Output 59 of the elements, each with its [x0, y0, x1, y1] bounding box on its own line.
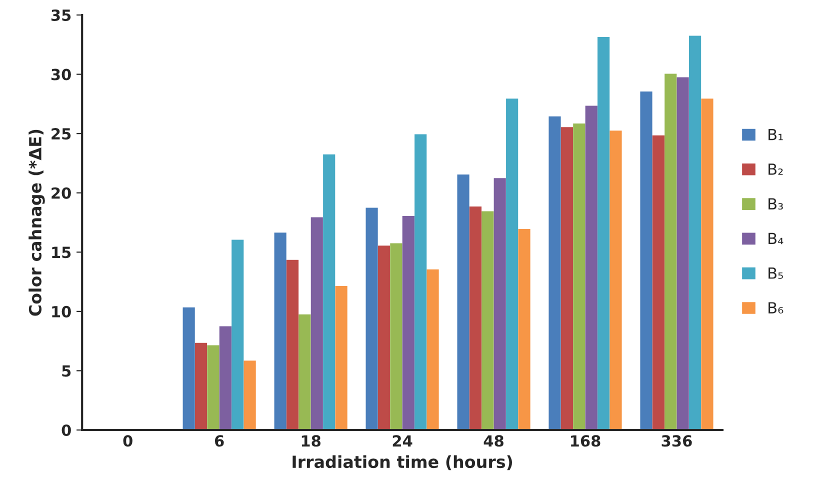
- bar: [194, 342, 208, 430]
- legend-label: B₂: [768, 164, 783, 175]
- bar: [610, 130, 622, 430]
- bar: [518, 229, 530, 430]
- bar: [402, 216, 414, 430]
- y-tick-label: 20: [52, 187, 71, 199]
- x-tick-label: 24: [392, 435, 412, 446]
- bar: [598, 36, 610, 430]
- x-axis-title: Irradiation time (hours): [292, 455, 512, 470]
- bar: [664, 74, 677, 430]
- bar: [469, 206, 482, 430]
- legend-label: B₁: [768, 128, 783, 140]
- bar: [652, 135, 664, 430]
- bar: [676, 77, 689, 430]
- bar: [457, 174, 470, 430]
- bar: [274, 232, 286, 430]
- y-axis-title: Color cahnage (*ΔE): [28, 130, 45, 316]
- bar: [232, 240, 244, 430]
- legend-label: B₆: [768, 302, 784, 314]
- bar: [182, 307, 195, 430]
- bar: [414, 134, 427, 430]
- bar: [310, 217, 323, 430]
- bar: [560, 127, 574, 430]
- y-tick-label: 30: [51, 68, 71, 80]
- bar: [286, 260, 299, 430]
- y-tick-label: 25: [52, 128, 71, 140]
- bar: [585, 106, 598, 430]
- x-tick-label: 336: [662, 435, 692, 447]
- bar: [219, 326, 232, 430]
- y-tick-label: 15: [52, 246, 71, 258]
- bar: [548, 116, 561, 430]
- bar: [494, 178, 506, 430]
- legend-label: B₃: [768, 198, 783, 210]
- bar: [573, 124, 586, 430]
- y-tick-label: 5: [62, 365, 71, 377]
- bar: [701, 98, 714, 430]
- x-tick-label: 48: [484, 435, 504, 447]
- bar: [366, 208, 378, 430]
- bar: [323, 154, 336, 430]
- bar: [244, 360, 256, 430]
- bar: [688, 36, 702, 430]
- bar: [390, 243, 402, 430]
- legend-label: B₄: [768, 232, 784, 244]
- x-tick-label: 168: [571, 435, 600, 447]
- bar: [335, 286, 348, 430]
- bar: [482, 211, 494, 430]
- y-tick-label: 0: [62, 424, 71, 436]
- x-tick-label: 0: [123, 435, 132, 447]
- y-tick-label: 35: [51, 9, 71, 22]
- bar: [640, 92, 652, 430]
- legend-label: B₅: [768, 268, 783, 279]
- bar: [207, 345, 220, 430]
- x-tick-label: 18: [302, 435, 320, 447]
- y-tick-label: 10: [52, 306, 71, 318]
- bar: [378, 246, 390, 430]
- bar: [506, 98, 518, 430]
- bar: [426, 269, 439, 430]
- bar: [298, 314, 311, 430]
- x-tick-label: 6: [214, 435, 224, 447]
